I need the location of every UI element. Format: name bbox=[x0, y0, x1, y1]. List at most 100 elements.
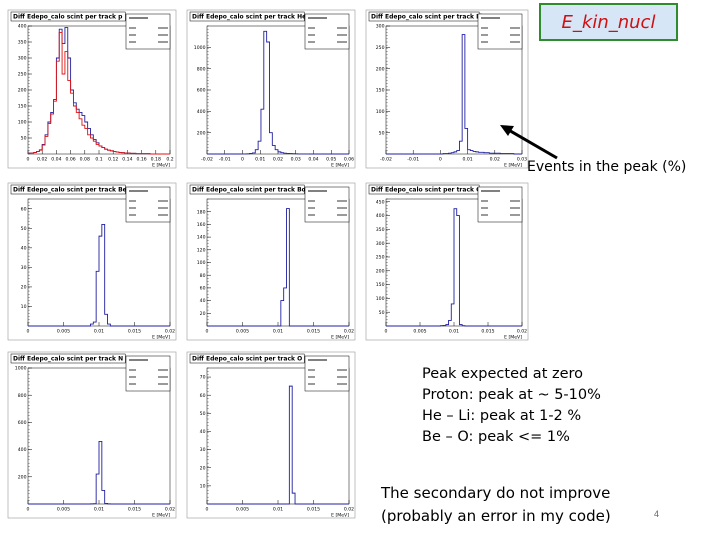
stats-box bbox=[304, 13, 350, 50]
x-tick-label: 0.005 bbox=[413, 329, 426, 335]
y-tick-label: 100 bbox=[376, 109, 385, 115]
panel-title: Diff Edepo_calo scint per track p bbox=[13, 14, 123, 21]
y-tick-label: 200 bbox=[376, 66, 385, 72]
y-tick-label: 200 bbox=[18, 88, 27, 94]
x-tick-label: 0.01 bbox=[94, 507, 104, 513]
y-tick-label: 70 bbox=[200, 375, 206, 381]
y-tick-label: 400 bbox=[18, 447, 27, 453]
stats-box bbox=[304, 186, 350, 223]
panel-title: Diff Edepo_calo scint per track He bbox=[192, 14, 306, 21]
x-tick-label: 0.02 bbox=[37, 157, 47, 163]
y-tick-label: 10 bbox=[21, 304, 27, 310]
stats-box bbox=[304, 355, 350, 392]
histogram-series-1 bbox=[207, 208, 349, 327]
peak-note-line: Be – O: peak <= 1% bbox=[422, 429, 570, 445]
histogram-series-1 bbox=[28, 223, 170, 327]
x-tick-label: 0.14 bbox=[122, 157, 132, 163]
y-tick-label: 600 bbox=[18, 420, 27, 426]
y-tick-label: 250 bbox=[376, 255, 385, 261]
histogram-panel: Diff Edepo_calo scint per track O 10 20 30 4… bbox=[186, 351, 356, 519]
x-tick-label: 0.015 bbox=[128, 507, 141, 513]
y-tick-label: 600 bbox=[197, 88, 206, 94]
y-tick-label: 200 bbox=[18, 474, 27, 480]
x-axis-label: E [MeV] bbox=[331, 513, 349, 519]
x-tick-label: -0.02 bbox=[380, 157, 392, 163]
x-tick-label: 0.04 bbox=[51, 157, 61, 163]
histogram-panel: Diff Edepo_calo scint per track Be 10 20 30… bbox=[7, 182, 177, 341]
y-tick-label: 60 bbox=[200, 393, 206, 399]
y-tick-label: 50 bbox=[379, 310, 385, 316]
x-tick-label: 0 bbox=[241, 157, 244, 163]
x-tick-label: 0.02 bbox=[165, 329, 175, 335]
y-tick-label: 800 bbox=[18, 393, 27, 399]
x-tick-label: 0.015 bbox=[128, 329, 141, 335]
y-tick-label: 350 bbox=[18, 40, 27, 46]
histogram-panel: Diff Edepo_calo scint per track C 50 100 15… bbox=[365, 182, 529, 341]
x-tick-label: 0.02 bbox=[165, 507, 175, 513]
x-tick-label: 0.005 bbox=[236, 507, 249, 513]
x-tick-label: 0.01 bbox=[273, 329, 283, 335]
y-tick-label: 140 bbox=[197, 235, 206, 241]
x-tick-label: 0.12 bbox=[108, 157, 118, 163]
y-tick-label: 80 bbox=[200, 273, 206, 279]
y-tick-label: 300 bbox=[376, 24, 385, 30]
y-tick-label: 160 bbox=[197, 222, 206, 228]
panel-title: Diff Edepo_calo scint per track Bo bbox=[192, 187, 306, 194]
x-tick-label: 0.2 bbox=[166, 157, 173, 163]
y-tick-label: 450 bbox=[376, 199, 385, 205]
title-box bbox=[189, 353, 305, 364]
y-tick-label: 10 bbox=[200, 483, 206, 489]
x-tick-label: 0.01 bbox=[449, 329, 459, 335]
x-tick-label: 0 bbox=[27, 329, 30, 335]
panel-title: Diff Edepo_calo scint per track N bbox=[13, 356, 123, 363]
x-tick-label: 0.02 bbox=[490, 157, 500, 163]
y-tick-label: 40 bbox=[200, 298, 206, 304]
y-tick-label: 30 bbox=[21, 265, 27, 271]
x-tick-label: 0.01 bbox=[94, 329, 104, 335]
peak-note-line: Proton: peak at ~ 5-10% bbox=[422, 387, 601, 403]
x-axis-label: E [MeV] bbox=[331, 163, 349, 169]
y-tick-label: 150 bbox=[376, 88, 385, 94]
histogram-panel: Diff Edepo_calo scint per track Li 50 100 1… bbox=[365, 9, 529, 169]
x-tick-label: 0.02 bbox=[344, 329, 354, 335]
x-tick-label: 0.03 bbox=[291, 157, 301, 163]
secondary-note-line: (probably an error in my code) bbox=[381, 507, 611, 525]
y-tick-label: 150 bbox=[18, 104, 27, 110]
x-axis-label: E [MeV] bbox=[152, 163, 170, 169]
y-tick-label: 50 bbox=[200, 411, 206, 417]
y-tick-label: 30 bbox=[200, 447, 206, 453]
x-tick-label: -0.01 bbox=[219, 157, 231, 163]
y-tick-label: 1000 bbox=[15, 366, 27, 372]
x-tick-label: -0.01 bbox=[407, 157, 419, 163]
histogram-panel: Diff Edepo_calo scint per track N 200 400 6… bbox=[7, 351, 177, 519]
x-tick-label: 0.015 bbox=[307, 329, 320, 335]
y-tick-label: 300 bbox=[18, 56, 27, 62]
stats-box bbox=[125, 186, 171, 223]
y-tick-label: 400 bbox=[376, 213, 385, 219]
x-tick-label: 0.015 bbox=[307, 507, 320, 513]
x-tick-label: 0.1 bbox=[95, 157, 102, 163]
y-tick-label: 50 bbox=[379, 130, 385, 136]
stats-box bbox=[477, 186, 523, 223]
x-axis-label: E [MeV] bbox=[504, 335, 522, 341]
histogram-series-2 bbox=[27, 31, 170, 155]
y-tick-label: 1000 bbox=[194, 45, 206, 51]
histogram-panel: Diff Edepo_calo scint per track He 200 400… bbox=[186, 9, 356, 169]
y-tick-label: 100 bbox=[197, 260, 206, 266]
y-tick-label: 400 bbox=[18, 24, 27, 30]
x-tick-label: 0 bbox=[27, 157, 30, 163]
title-box bbox=[189, 184, 305, 195]
y-tick-label: 250 bbox=[376, 45, 385, 51]
x-tick-label: 0.08 bbox=[80, 157, 90, 163]
y-tick-label: 350 bbox=[376, 227, 385, 233]
stats-box bbox=[125, 13, 171, 50]
y-tick-label: 100 bbox=[18, 120, 27, 126]
secondary-note-line: The secondary do not improve bbox=[381, 484, 611, 502]
x-tick-label: 0.03 bbox=[517, 157, 527, 163]
y-tick-label: 20 bbox=[200, 465, 206, 471]
x-tick-label: 0.01 bbox=[273, 507, 283, 513]
panel-title: Diff Edepo_calo scint per track O bbox=[192, 356, 302, 363]
x-tick-label: 0.18 bbox=[151, 157, 161, 163]
y-tick-label: 180 bbox=[197, 209, 206, 215]
peak-note-line: Peak expected at zero bbox=[422, 366, 584, 382]
